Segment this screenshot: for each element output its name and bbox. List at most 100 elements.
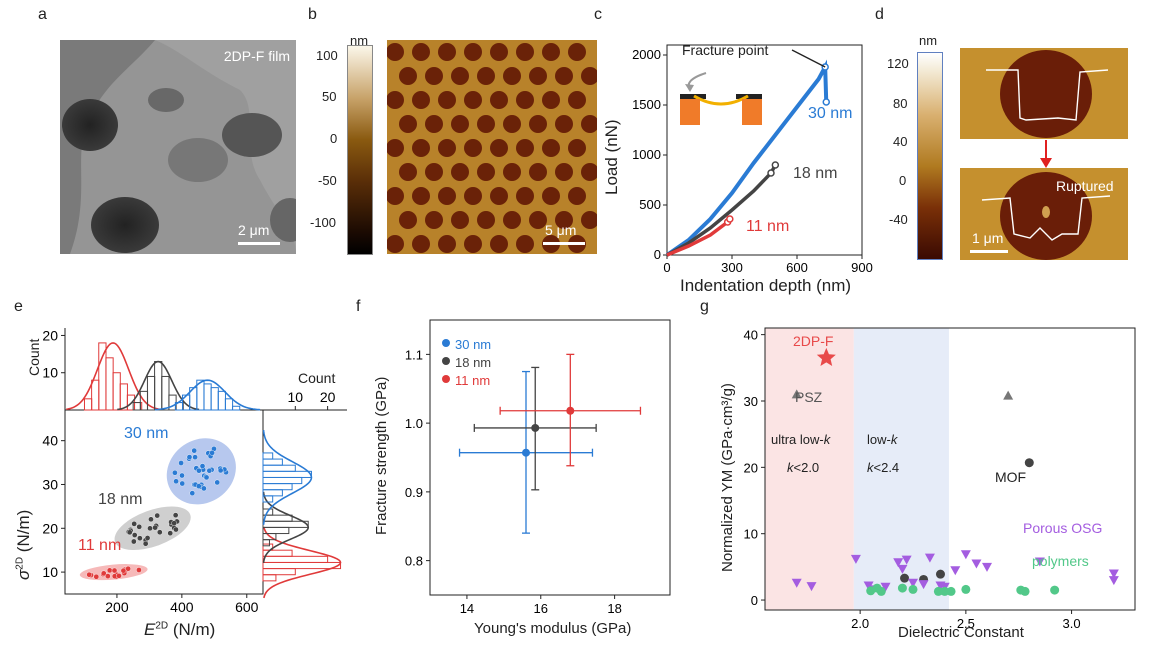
panel-label-c: c: [594, 6, 602, 23]
panel-label-b: b: [308, 6, 317, 23]
g-xtick-label: 2.0: [851, 616, 869, 631]
e-right-hist-fit: [262, 491, 310, 564]
afm-hole: [464, 43, 482, 61]
afm-hole: [568, 139, 586, 157]
fracture-strength-chart: 14 16 18 0.8 0.9 1.0 1.1: [405, 319, 671, 616]
g-ylabel: Normalized YM (GPa·cm³/g): [719, 383, 736, 572]
afm-hole: [581, 163, 597, 181]
g-marker-osg: [901, 555, 912, 565]
colorbar-b-tick: -100: [310, 215, 337, 230]
c-xtick-label: 0: [663, 260, 670, 275]
k24-text: <2.4: [873, 460, 900, 475]
afm-hole: [387, 139, 404, 157]
afm-hole: [412, 235, 430, 253]
e-data-point: [171, 520, 177, 526]
afm-hole: [387, 187, 404, 205]
colorbar-b: [347, 45, 373, 255]
legend-30nm: 30 nm: [455, 337, 492, 352]
colorbar-b-tick: -50: [318, 173, 337, 188]
label-low-k: low-k: [867, 432, 897, 447]
e-data-point: [137, 535, 143, 541]
c-xlabel: Indentation depth (nm): [680, 276, 852, 295]
e-right-hist-fit: [263, 526, 342, 599]
afm-image-ruptured: Ruptured 1 μm: [960, 168, 1128, 260]
e-data-point: [154, 512, 161, 519]
scale-bar-label: 1 μm: [972, 230, 1004, 246]
load-indentation-chart: 0 300 600 900 0 500 1000 1500 2000: [632, 44, 873, 275]
g-marker-osg: [806, 582, 817, 592]
afm-hole: [464, 235, 482, 253]
f-xlabel: Young's modulus (GPa): [474, 620, 632, 637]
scale-bar: [970, 250, 1008, 253]
c-xtick-label: 600: [786, 260, 808, 275]
e-data-point: [186, 454, 193, 460]
afm-hole: [425, 211, 443, 229]
afm-hole: [387, 91, 404, 109]
curve-label-18nm: 18 nm: [793, 165, 838, 182]
e-top-hist-bar: [83, 398, 93, 411]
group-label-18nm: 18 nm: [98, 491, 143, 508]
afm-hole: [399, 211, 417, 229]
g-marker-psz: [791, 389, 802, 399]
g-marker-mof: [900, 573, 910, 583]
colorbar-b-tick: 50: [322, 89, 337, 104]
e-data-point: [142, 540, 149, 547]
c-xtick-label: 300: [721, 260, 743, 275]
afm-hole: [529, 211, 547, 229]
afm-hole: [542, 91, 560, 109]
afm-hole: [529, 163, 547, 181]
g-marker-polymer: [1020, 586, 1030, 596]
e-data-point: [144, 535, 151, 541]
e-data-point: [148, 516, 154, 523]
g-marker-polymer: [908, 584, 918, 594]
modulus-strength-distribution: 200 400 600 10 20 30 40 20 10 10 20: [42, 327, 347, 615]
panel-label-e: e: [14, 298, 23, 315]
g-marker-osg: [982, 562, 992, 572]
afm-hole: [451, 163, 469, 181]
e-data-point: [126, 529, 133, 536]
afm-hole: [503, 211, 521, 229]
e-data-point: [196, 467, 202, 474]
c-ylabel: Load (nN): [602, 119, 621, 195]
e-top-hist-bar: [210, 387, 219, 411]
legend-11nm: 11 nm: [455, 373, 491, 388]
e-data-point: [147, 525, 153, 532]
afm-hole: [490, 91, 508, 109]
afm-intact-drawing: [960, 48, 1128, 139]
e-xtick-label: 400: [170, 599, 194, 615]
normalized-ym-chart: 2.0 2.5 3.0 0 10 20 30 40: [744, 327, 1136, 631]
k20-text: <2.0: [793, 460, 820, 475]
e-right-hist-bar: [262, 489, 283, 497]
g-marker-osg: [791, 578, 802, 588]
g-marker-psz: [1003, 390, 1014, 400]
g-ytick-label: 0: [751, 593, 758, 608]
e-data-point: [173, 478, 179, 485]
k24-var: k: [867, 460, 874, 475]
f-data-point: [566, 406, 575, 415]
legend-18nm: 18 nm: [455, 355, 492, 370]
f-ytick-label: 1.1: [405, 347, 423, 362]
g-marker-osg: [1108, 576, 1119, 586]
afm-hole: [581, 211, 597, 229]
colorbar-d-tick: 0: [899, 173, 907, 188]
e-ylabel-sup: 2D: [14, 556, 26, 570]
e-data-point: [156, 529, 163, 536]
group-label-11nm: 11 nm: [78, 537, 122, 554]
e-right-hist-bar: [262, 555, 329, 563]
e-top-hist-fit: [66, 342, 160, 411]
g-marker-mof: [935, 569, 945, 579]
g-marker-mof: [1024, 458, 1034, 468]
afm-hole: [438, 235, 456, 253]
e-data-point: [120, 567, 127, 574]
g-marker-osg: [1108, 569, 1119, 579]
e-right-hist-bar: [262, 476, 303, 485]
g-marker-osg: [971, 559, 982, 569]
e-right-hist-bar: [262, 514, 293, 522]
f-ytick-label: 0.9: [405, 485, 423, 500]
colorbar-unit-d: nm: [919, 33, 938, 48]
afm-hole: [387, 43, 404, 61]
f-data-point: [522, 448, 530, 457]
afm-hole: [451, 115, 469, 133]
afm-hole: [516, 91, 534, 109]
afm-hole: [412, 91, 430, 109]
